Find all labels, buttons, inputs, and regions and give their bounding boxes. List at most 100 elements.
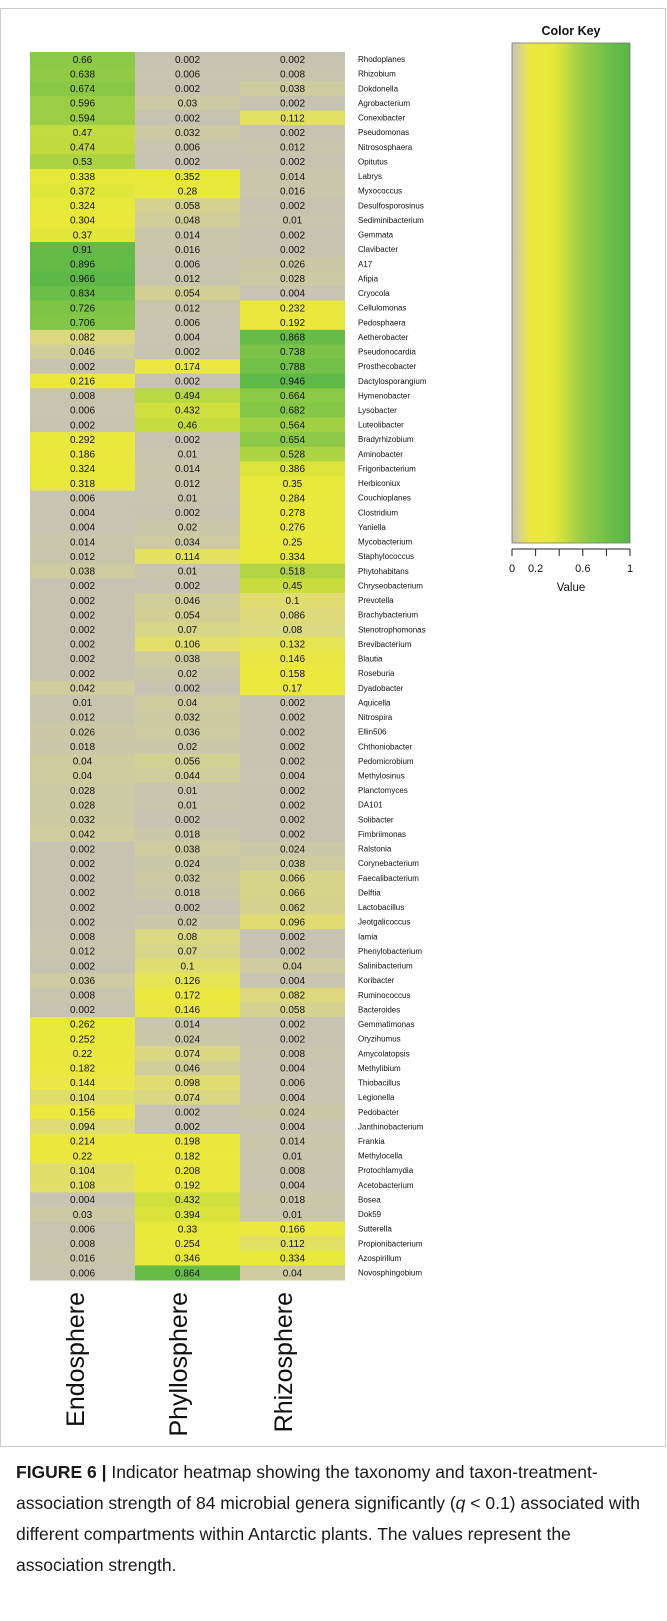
cell-value-label: 0.002 [280, 698, 305, 709]
heatmap-cell [135, 1031, 240, 1047]
cell-value-label: 0.038 [175, 654, 200, 665]
heatmap-cell [30, 300, 135, 316]
heatmap-cell [240, 1002, 345, 1018]
heatmap-cell [135, 81, 240, 97]
cell-value-label: 0.07 [178, 625, 198, 636]
heatmap-cell [30, 607, 135, 623]
heatmap-cell [135, 768, 240, 784]
row-label: Blautia [358, 655, 383, 664]
heatmap-cell [135, 505, 240, 521]
heatmap-cell [240, 973, 345, 989]
heatmap-cell [30, 139, 135, 155]
heatmap-cell [30, 666, 135, 682]
row-label: Agrobacterium [358, 99, 410, 108]
cell-value-label: 0.08 [178, 932, 198, 943]
cell-value-label: 0.01 [73, 698, 93, 709]
row-label: Bradyrhizobium [358, 435, 414, 444]
cell-value-label: 0.002 [175, 581, 200, 592]
row-label: Pseudonocardia [358, 348, 416, 357]
heatmap-cell [240, 256, 345, 272]
row-label: Methylosinus [358, 771, 405, 780]
cell-value-label: 0.036 [175, 727, 200, 738]
row-label: Couchioplanes [358, 494, 411, 503]
heatmap-cell [240, 212, 345, 228]
heatmap-cell [30, 1046, 135, 1062]
heatmap-cell [30, 578, 135, 594]
cell-value-label: 0.594 [70, 113, 95, 124]
row-label: Pedosphaera [358, 318, 406, 327]
key-tick-label: 0.6 [575, 563, 590, 575]
cell-value-label: 0.002 [280, 201, 305, 212]
heatmap-cell [30, 1236, 135, 1252]
heatmap-cell [30, 870, 135, 886]
row-label: Yaniella [358, 523, 386, 532]
cell-value-label: 0.564 [280, 420, 305, 431]
heatmap-cell [135, 695, 240, 711]
cell-value-label: 0.028 [280, 274, 305, 285]
heatmap-cell [135, 359, 240, 375]
heatmap-cell [30, 797, 135, 813]
cell-value-label: 0.034 [175, 537, 200, 548]
cell-value-label: 0.074 [175, 1049, 200, 1060]
row-label: Faecalibacterium [358, 874, 419, 883]
heatmap-cell [135, 870, 240, 886]
heatmap-cell [30, 695, 135, 711]
heatmap-cell [135, 987, 240, 1003]
cell-value-label: 0.024 [280, 844, 305, 855]
row-label: Jeotgalicoccus [358, 918, 410, 927]
row-label: Delftia [358, 888, 381, 897]
color-key: Color Key 0 0.2 0.6 1 Value [509, 24, 633, 594]
heatmap-cell [30, 1148, 135, 1164]
cell-value-label: 0.094 [70, 1122, 95, 1133]
cell-value-label: 0.22 [73, 1151, 93, 1162]
heatmap-cell [135, 344, 240, 360]
heatmap-cell [30, 929, 135, 945]
heatmap-cell [135, 1002, 240, 1018]
heatmap-cell [30, 344, 135, 360]
cell-value-label: 0.002 [70, 844, 95, 855]
cell-value-label: 0.126 [175, 976, 200, 987]
heatmap-cell [135, 636, 240, 652]
cell-value-label: 0.304 [70, 216, 95, 227]
heatmap-cell [135, 1119, 240, 1135]
row-label: Afipia [358, 274, 379, 283]
heatmap-cell [30, 446, 135, 462]
cell-value-label: 0.002 [175, 157, 200, 168]
cell-value-label: 0.014 [175, 464, 200, 475]
heatmap-cell [135, 125, 240, 141]
cell-value-label: 0.012 [280, 143, 305, 154]
heatmap-cell [30, 168, 135, 184]
heatmap-cell [135, 958, 240, 974]
cell-value-label: 0.192 [175, 1181, 200, 1192]
cell-value-label: 0.01 [178, 450, 198, 461]
heatmap-cell [135, 549, 240, 565]
heatmap-cell [240, 1046, 345, 1062]
cell-value-label: 0.35 [283, 479, 303, 490]
row-label: Azospirillum [358, 1254, 401, 1263]
heatmap-cell [135, 1016, 240, 1032]
cell-value-label: 0.002 [280, 757, 305, 768]
cell-value-label: 0.726 [70, 303, 95, 314]
heatmap-cell [135, 709, 240, 725]
heatmap-cell [240, 563, 345, 579]
cell-value-label: 0.04 [73, 757, 93, 768]
heatmap-cell [135, 242, 240, 258]
heatmap-cell [135, 563, 240, 579]
cell-value-label: 0.002 [175, 1107, 200, 1118]
key-tick-label: 0 [509, 563, 515, 575]
row-label: Aquicella [358, 698, 391, 707]
heatmap-cell [135, 929, 240, 945]
cell-value-label: 0.596 [70, 99, 95, 110]
cell-value-label: 0.006 [280, 1078, 305, 1089]
heatmap-cell [30, 285, 135, 301]
heatmap-cell [30, 1250, 135, 1266]
row-label: Prevotella [358, 596, 394, 605]
heatmap-cell [135, 1075, 240, 1091]
cell-value-label: 0.28 [178, 186, 198, 197]
heatmap-cell [135, 534, 240, 550]
heatmap-cell [240, 826, 345, 842]
cell-value-label: 0.432 [175, 406, 200, 417]
heatmap-cell [30, 1002, 135, 1018]
cell-value-label: 0.112 [280, 1239, 305, 1250]
cell-value-label: 0.004 [70, 1195, 95, 1206]
